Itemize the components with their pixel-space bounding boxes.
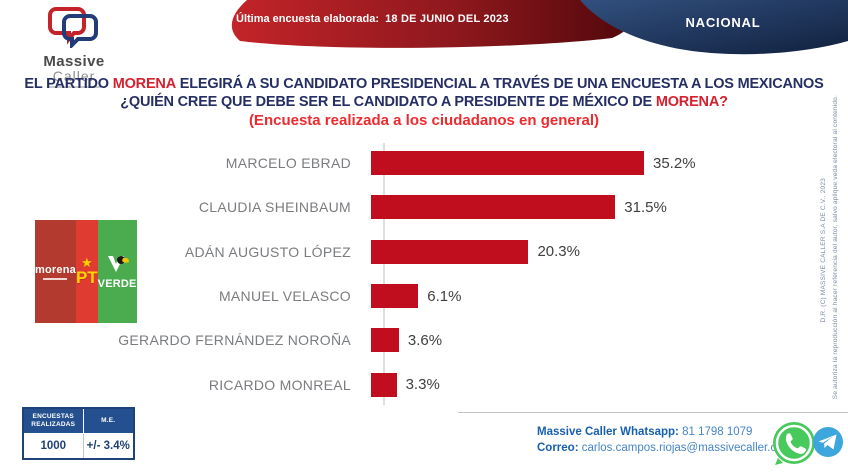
- contact-block: Massive Caller Whatsapp: 81 1798 1079 Co…: [537, 424, 792, 456]
- candidate-label: GERARDO FERNÁNDEZ NOROÑA: [118, 332, 351, 349]
- pt-star-icon: ★: [80, 255, 93, 270]
- headline-prefix: EL PARTIDO: [24, 76, 113, 92]
- contact-whatsapp-line: Massive Caller Whatsapp: 81 1798 1079: [537, 424, 792, 440]
- last-survey-banner: Última encuesta elaborada: 18 DE JUNIO DE…: [236, 13, 509, 25]
- candidate-value: 35.2%: [653, 154, 696, 172]
- region-badge: NACIONAL: [685, 15, 761, 30]
- candidate-label: CLAUDIA SHEINBAUM: [198, 199, 351, 216]
- headline-suffix: ELEGIRÁ A SU CANDIDATO PRESIDENCIAL A TR…: [175, 76, 824, 92]
- chart-row: ADÁN AUGUSTO LÓPEZ 20.3%: [0, 230, 745, 274]
- contact-email-line: Correo: carlos.campos.riojas@massivecall…: [537, 440, 792, 456]
- whatsapp-number: 81 1798 1079: [682, 426, 753, 438]
- email-label: Correo:: [537, 442, 579, 454]
- email-address[interactable]: carlos.campos.riojas@massivecaller.com: [581, 442, 793, 454]
- chart-row: MARCELO EBRAD 35.2%: [0, 141, 745, 185]
- banner-date: 18 DE JUNIO DEL 2023: [385, 13, 509, 25]
- candidate-value: 3.6%: [407, 331, 443, 349]
- chart-rows: MARCELO EBRAD 35.2% CLAUDIA SHEINBAUM 31.5%…: [0, 141, 745, 407]
- chart-row: CLAUDIA SHEINBAUM 31.5%: [0, 185, 745, 229]
- candidate-value: 3.3%: [405, 376, 440, 394]
- pt-party-logo: ★ PT: [75, 220, 98, 323]
- headline-line1: EL PARTIDO MORENA ELEGIRÁ A SU CANDIDATO…: [0, 76, 848, 92]
- speech-bubbles-icon: [48, 7, 98, 50]
- whatsapp-label: Massive Caller Whatsapp:: [537, 426, 679, 438]
- question-prefix: ¿QUIÉN CREE QUE DEBE SER EL CANDIDATO A …: [120, 94, 656, 110]
- candidate-bar: [371, 328, 399, 353]
- question-highlight: MORENA?: [655, 94, 728, 110]
- copyright-text: D.R. (C) MASSIVE CALLER S.A DE C.V., 202…: [819, 177, 827, 323]
- red-ribbon: [231, 0, 636, 48]
- candidate-bar: [371, 284, 419, 309]
- footer-divider: [458, 412, 848, 413]
- candidate-label: MANUEL VELASCO: [218, 288, 351, 305]
- stats-value-margin: +/- 3.4%: [86, 439, 130, 452]
- logo-tagline-line: [47, 86, 101, 88]
- legal-notice-vertical-wrap: Se autoriza la reproducción al hacer ref…: [830, 75, 840, 420]
- party-coalition-logos: morena ★ PT VERDE: [35, 220, 137, 323]
- stats-value-surveys: 1000: [23, 433, 84, 459]
- candidate-value: 31.5%: [624, 198, 667, 216]
- morena-party-logo: morena: [35, 220, 76, 323]
- chart-row: MANUEL VELASCO 6.1%: [0, 274, 745, 318]
- banner-label: Última encuesta elaborada:: [236, 13, 380, 25]
- telegram-icon[interactable]: [812, 426, 844, 458]
- headline-highlight: MORENA: [112, 76, 176, 92]
- candidate-bar: [371, 372, 397, 397]
- poll-bar-chart: MARCELO EBRAD 35.2% CLAUDIA SHEINBAUM 31.5%…: [0, 141, 745, 407]
- chart-row: RICARDO MONREAL 3.3%: [0, 362, 745, 406]
- survey-scope-subtitle: (Encuesta realizada a los ciudadanos en …: [248, 112, 600, 129]
- sample-stats-table: ENCUESTAS REALIZADAS M.E. 1000 +/- 3.4%: [22, 407, 135, 460]
- candidate-label: ADÁN AUGUSTO LÓPEZ: [184, 243, 351, 260]
- whatsapp-icon[interactable]: [770, 420, 818, 468]
- logo-word-caller: Caller: [52, 68, 96, 84]
- candidate-label: RICARDO MONREAL: [208, 376, 351, 393]
- candidate-value: 20.3%: [537, 243, 580, 261]
- candidate-bar: [371, 239, 529, 264]
- candidate-value: 6.1%: [427, 287, 462, 305]
- candidate-bar: [371, 195, 616, 220]
- chart-row: GERARDO FERNÁNDEZ NOROÑA 3.6%: [0, 318, 745, 362]
- blue-ribbon: [580, 0, 848, 55]
- candidate-bar: [371, 151, 644, 176]
- legal-notice-text: Se autoriza la reproducción al hacer ref…: [831, 95, 839, 400]
- stats-header-surveys: ENCUESTAS REALIZADAS: [22, 407, 84, 434]
- copyright-vertical-wrap: D.R. (C) MASSIVE CALLER S.A DE C.V., 202…: [818, 85, 828, 415]
- question-line: ¿QUIÉN CREE QUE DEBE SER EL CANDIDATO A …: [0, 94, 848, 110]
- morena-slogan-line: [43, 277, 68, 280]
- verde-party-logo: VERDE: [97, 220, 137, 323]
- morena-wordmark: morena: [35, 263, 76, 276]
- toucan-icon: [108, 255, 130, 272]
- stats-header-margin: M.E.: [82, 407, 134, 434]
- chart-axis-line: [383, 143, 385, 405]
- logo-word-massive: Massive: [43, 53, 105, 70]
- massive-caller-logo: Massive Caller: [28, 6, 120, 88]
- pt-wordmark: PT: [75, 268, 98, 287]
- verde-wordmark: VERDE: [97, 277, 137, 290]
- header-ribbons: [231, 0, 848, 55]
- candidate-label: MARCELO EBRAD: [225, 155, 351, 172]
